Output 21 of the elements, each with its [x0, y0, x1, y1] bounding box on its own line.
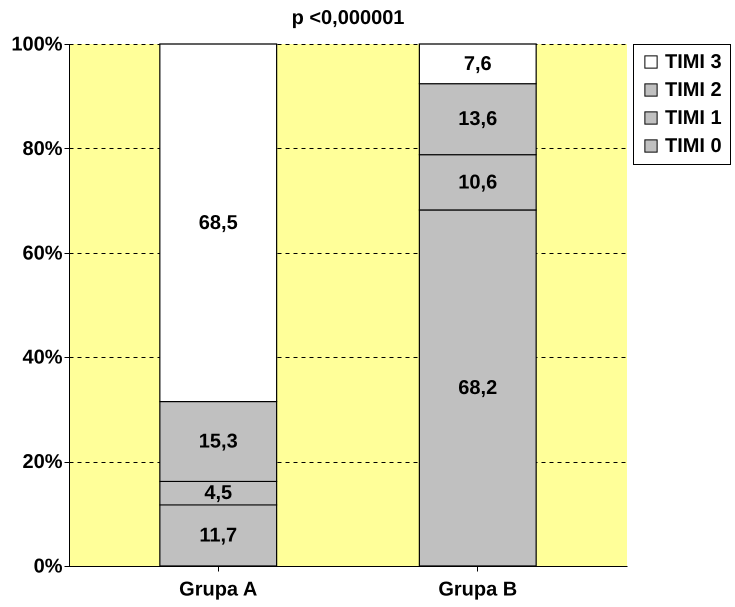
- y-tick-label: 60%: [22, 242, 63, 264]
- y-tick-label: 80%: [22, 138, 63, 160]
- y-tick-label: 20%: [22, 451, 63, 474]
- y-tick-label: 0%: [34, 556, 63, 578]
- data-label: 15,3: [198, 430, 238, 453]
- y-tick-label: 100%: [11, 34, 63, 56]
- legend-label: TIMI 0: [665, 135, 722, 157]
- y-tick-label: 40%: [22, 346, 63, 369]
- data-label: 7,6: [464, 52, 492, 75]
- data-label: 4,5: [204, 482, 232, 504]
- data-label: 11,7: [199, 524, 238, 546]
- x-tick-label: Grupa A: [179, 578, 258, 600]
- data-label: 68,2: [458, 377, 498, 399]
- legend-label: TIMI 3: [665, 51, 722, 73]
- data-label: 68,5: [198, 212, 238, 234]
- chart-title: p <0,000001: [292, 7, 404, 29]
- legend-label: TIMI 2: [665, 79, 722, 101]
- data-label: 13,6: [458, 108, 498, 130]
- x-tick-label: Grupa B: [438, 578, 518, 600]
- legend-label: TIMI 1: [665, 107, 722, 129]
- data-label: 10,6: [458, 171, 498, 194]
